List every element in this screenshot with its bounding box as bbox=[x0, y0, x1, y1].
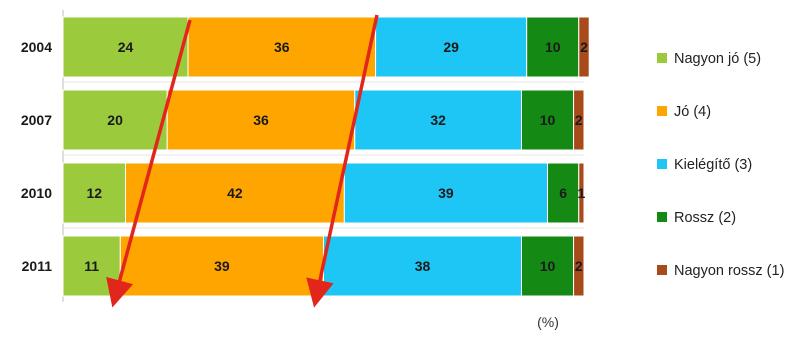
data-label: 1 bbox=[577, 185, 585, 201]
bar-segment bbox=[62, 16, 189, 78]
data-label: 32 bbox=[430, 112, 446, 128]
bar-segment bbox=[520, 235, 575, 297]
data-label: 39 bbox=[214, 258, 230, 274]
legend-swatch bbox=[657, 212, 667, 222]
bar-segment bbox=[573, 89, 585, 151]
trend-arrow bbox=[106, 19, 192, 308]
legend-swatch bbox=[657, 159, 667, 169]
data-label: 10 bbox=[545, 39, 561, 55]
data-label: 2 bbox=[575, 112, 583, 128]
bar-segment bbox=[578, 162, 585, 224]
bar-segment bbox=[187, 16, 377, 78]
data-label: 10 bbox=[540, 258, 556, 274]
data-label: 29 bbox=[443, 39, 459, 55]
bar-segment bbox=[520, 89, 575, 151]
bar-segment bbox=[166, 89, 356, 151]
bar-segment bbox=[573, 235, 585, 297]
bar-segment bbox=[354, 89, 522, 151]
data-label: 38 bbox=[415, 258, 431, 274]
data-label: 2 bbox=[580, 39, 588, 55]
category-label: 2011 bbox=[22, 258, 53, 274]
bar-segment bbox=[119, 235, 324, 297]
bar-segment bbox=[343, 162, 549, 224]
data-label: 36 bbox=[253, 112, 269, 128]
data-label: 39 bbox=[438, 185, 454, 201]
bar-segment bbox=[375, 16, 528, 78]
data-label: 36 bbox=[274, 39, 290, 55]
bar-segment bbox=[125, 162, 345, 224]
legend-entry: Rossz (2) bbox=[674, 210, 736, 226]
bar-segment bbox=[526, 16, 580, 78]
data-label: 42 bbox=[227, 185, 243, 201]
data-label: 6 bbox=[559, 185, 567, 201]
data-label: 2 bbox=[575, 258, 583, 274]
category-label: 2010 bbox=[21, 185, 52, 201]
legend-entry: Kielégítő (3) bbox=[674, 157, 752, 173]
bar-segment bbox=[62, 162, 127, 224]
data-label: 12 bbox=[86, 185, 102, 201]
bar-segment bbox=[323, 235, 522, 297]
data-label: 11 bbox=[84, 258, 99, 274]
data-label: 24 bbox=[118, 39, 134, 55]
category-label: 2004 bbox=[21, 39, 52, 55]
trend-arrow bbox=[306, 14, 379, 308]
category-label: 2007 bbox=[21, 112, 52, 128]
legend-swatch bbox=[657, 53, 667, 63]
x-axis-label: (%) bbox=[537, 314, 559, 330]
legend-entry: Nagyon rossz (1) bbox=[674, 263, 784, 279]
legend-entry: Jó (4) bbox=[674, 104, 711, 120]
legend-swatch bbox=[657, 265, 667, 275]
data-label: 10 bbox=[540, 112, 556, 128]
bar-segment bbox=[547, 162, 580, 224]
bar-segment bbox=[578, 16, 590, 78]
legend-entry: Nagyon jó (5) bbox=[674, 51, 761, 67]
legend-swatch bbox=[657, 106, 667, 116]
bar-segment bbox=[62, 89, 168, 151]
data-label: 20 bbox=[107, 112, 123, 128]
